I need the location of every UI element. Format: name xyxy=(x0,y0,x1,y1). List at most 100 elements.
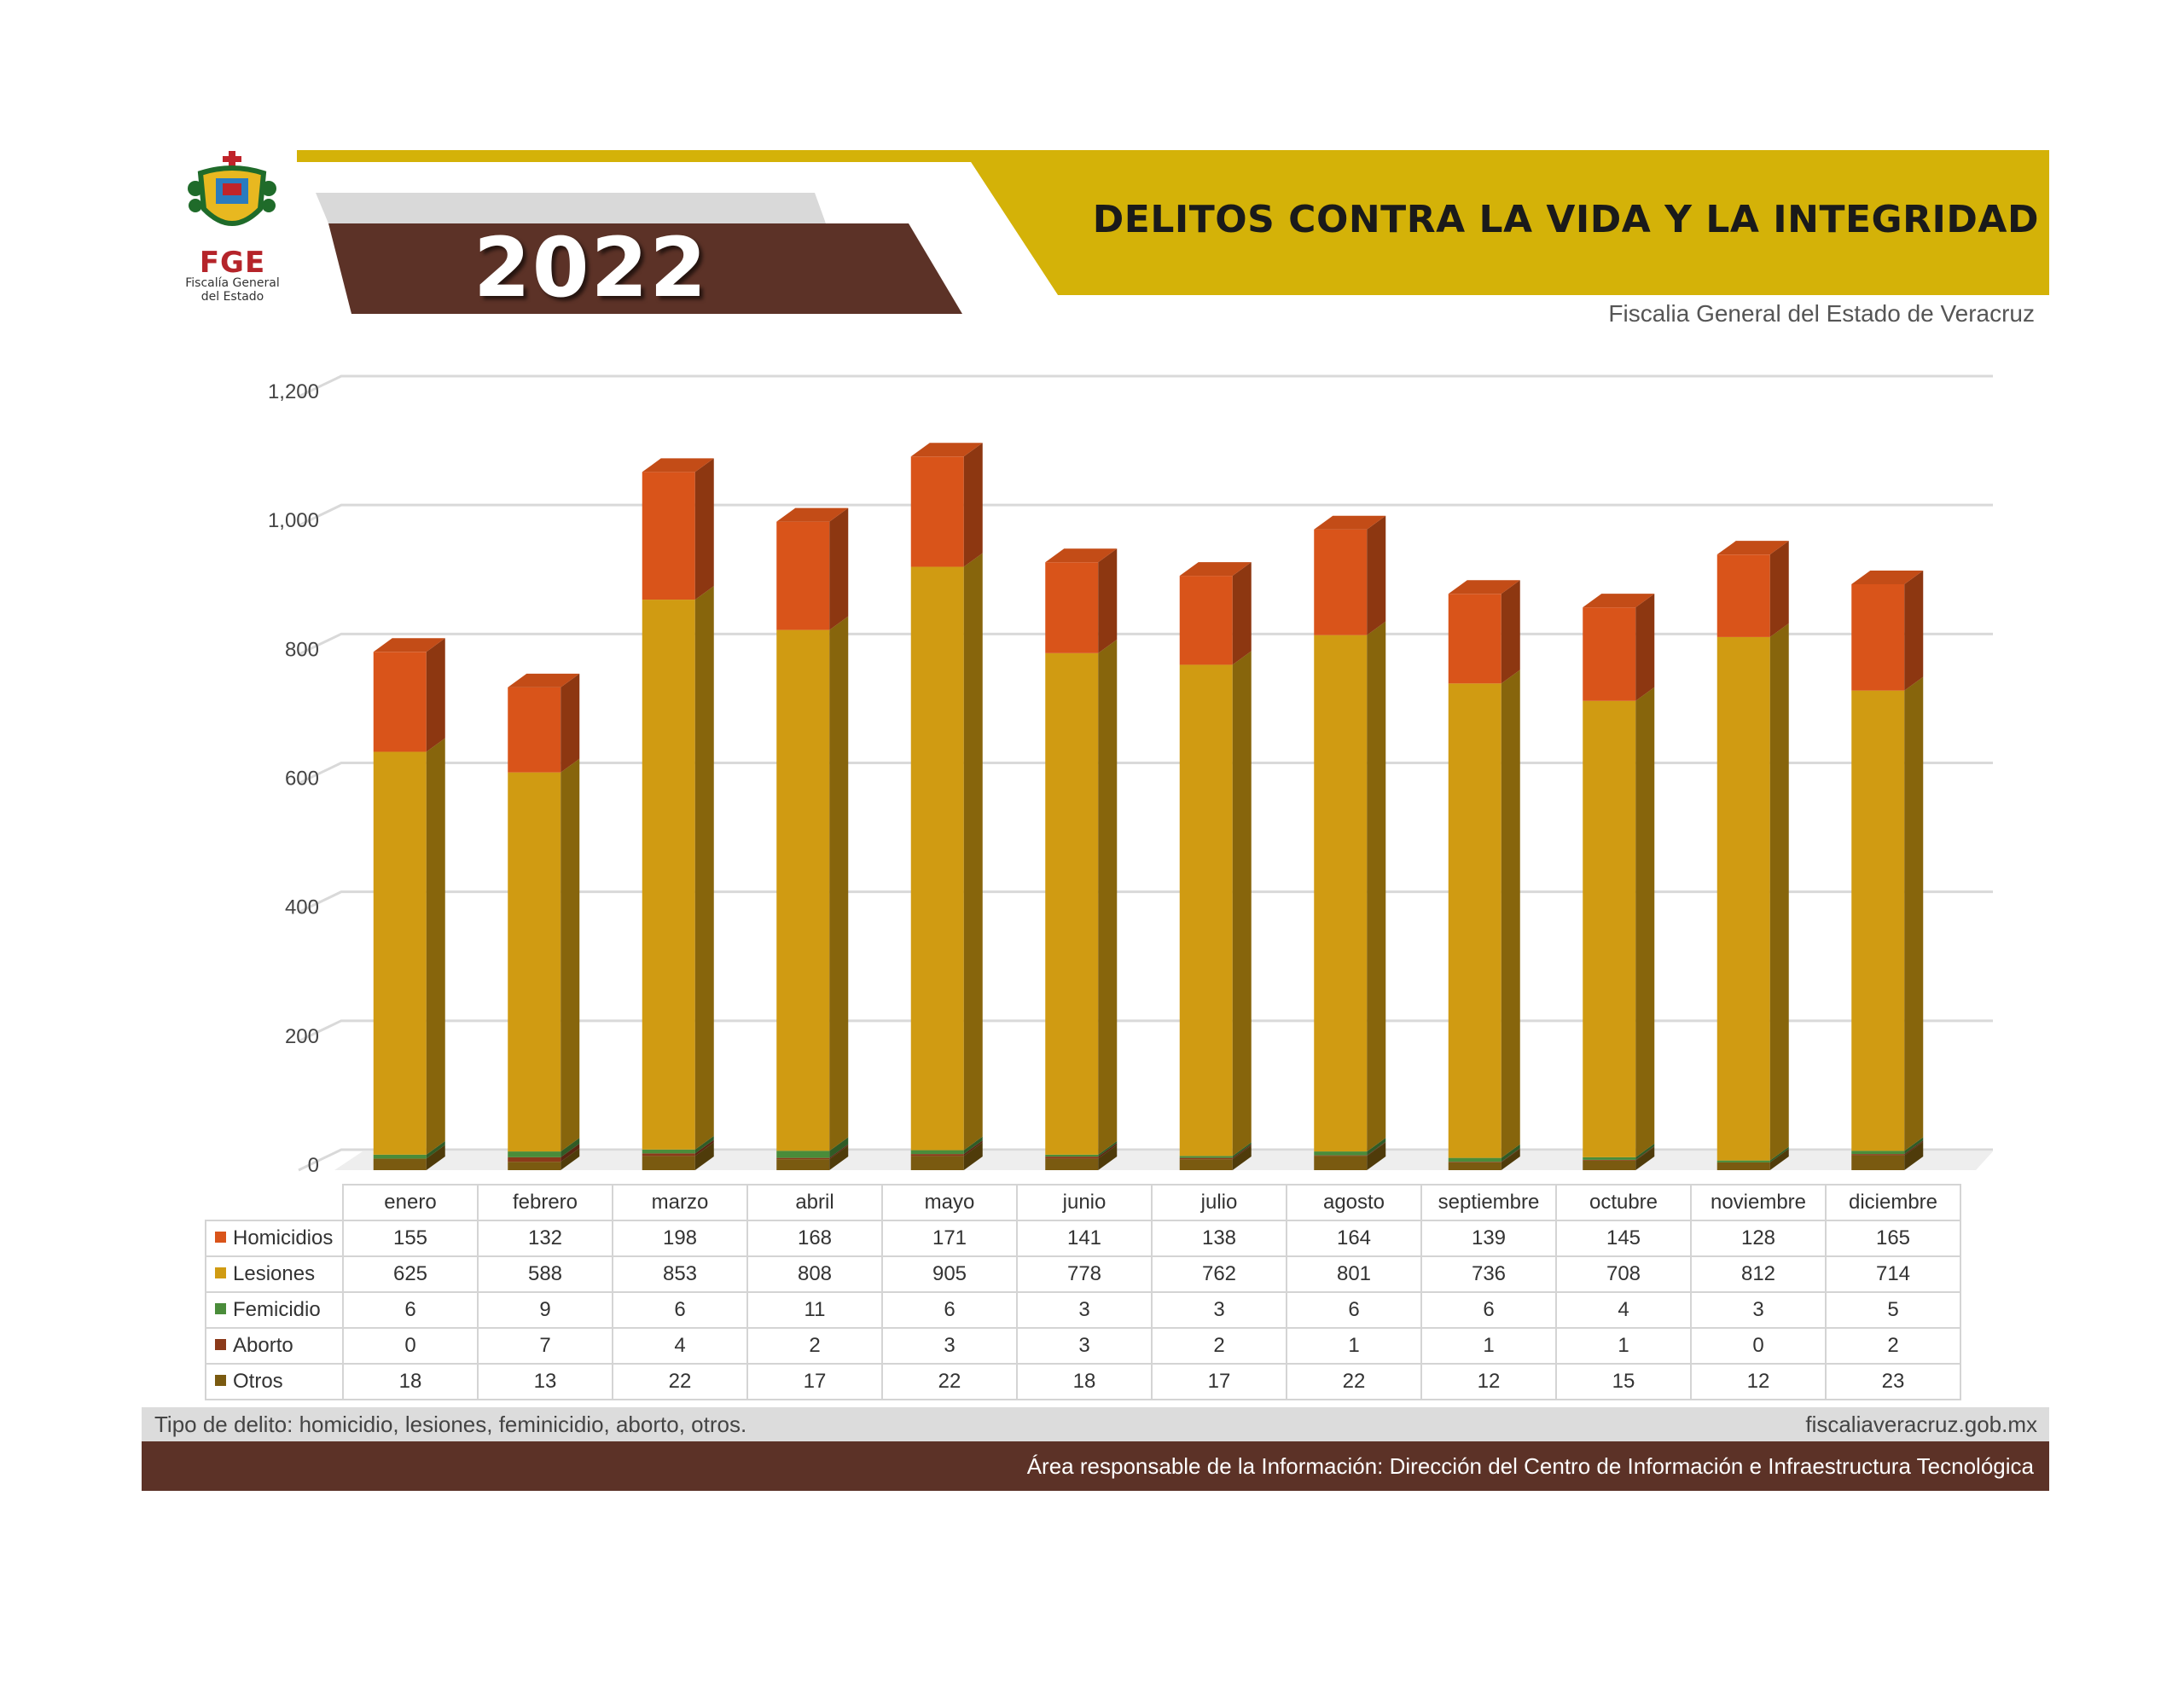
table-cell: 3 xyxy=(1690,1291,1827,1329)
table-header-row: enero febrero marzo abril mayo junio julio agos… xyxy=(206,1184,1961,1221)
bar-side-femicidio-enero xyxy=(426,1140,445,1159)
table-cell: 155 xyxy=(342,1220,479,1257)
bar-side-femicidio-febrero xyxy=(561,1138,580,1157)
bar-segment-otros-septiembre xyxy=(1448,1162,1502,1170)
bar-segment-aborto-marzo xyxy=(642,1153,695,1157)
y-tick-label: 200 xyxy=(285,1025,319,1048)
legend-swatch xyxy=(215,1339,226,1351)
table-cell: 588 xyxy=(477,1255,613,1293)
table-cell: 23 xyxy=(1825,1363,1961,1400)
bar-side-aborto-septiembre xyxy=(1501,1148,1520,1162)
bar-segment-otros-abril xyxy=(776,1159,830,1170)
table-cell: 22 xyxy=(612,1363,748,1400)
bar-side-lesiones-junio xyxy=(1098,639,1118,1155)
table-cell: 168 xyxy=(746,1220,883,1257)
bar-side-homicidios-marzo xyxy=(694,458,714,600)
table-cell: 905 xyxy=(881,1255,1018,1293)
table-cell: 128 xyxy=(1690,1220,1827,1257)
table-column-header: junio xyxy=(1016,1184,1153,1221)
logo-acronym: FGE xyxy=(199,246,266,280)
table-column-header: abril xyxy=(746,1184,883,1221)
legend-label: Homicidios xyxy=(233,1226,334,1249)
bar-side-aborto-julio xyxy=(1232,1144,1252,1160)
y-tick-label: 400 xyxy=(285,896,319,919)
bar-side-femicidio-diciembre xyxy=(1904,1137,1924,1155)
bar-segment-otros-agosto xyxy=(1314,1156,1368,1170)
table-cell: 801 xyxy=(1286,1255,1422,1293)
gold-banner xyxy=(297,150,2049,295)
bar-side-otros-diciembre xyxy=(1904,1141,1924,1170)
bar-segment-otros-junio xyxy=(1045,1158,1099,1170)
legend-swatch xyxy=(215,1375,226,1387)
table-cell: 812 xyxy=(1690,1255,1827,1293)
legend-label: Femicidio xyxy=(233,1298,321,1321)
table-cell: 17 xyxy=(1151,1363,1287,1400)
bar-side-lesiones-noviembre xyxy=(1769,623,1789,1161)
table-cell: 139 xyxy=(1420,1220,1557,1257)
bar-side-otros-septiembre xyxy=(1501,1148,1520,1170)
bar-segment-lesiones-septiembre xyxy=(1448,683,1502,1158)
bar-segment-lesiones-junio xyxy=(1045,652,1099,1155)
footer-website-link[interactable]: fiscaliaveracruz.gob.mx xyxy=(1805,1412,2037,1437)
table-cell: 171 xyxy=(881,1220,1018,1257)
table-cell: 0 xyxy=(1690,1327,1827,1365)
legend-label: Lesiones xyxy=(233,1262,316,1285)
bar-side-femicidio-mayo xyxy=(963,1136,983,1155)
bar-side-homicidios-noviembre xyxy=(1769,541,1789,637)
bar-side-lesiones-julio xyxy=(1232,651,1252,1157)
y-tick-label: 600 xyxy=(285,768,319,791)
bar-side-lesiones-enero xyxy=(426,738,445,1155)
bar-side-lesiones-octubre xyxy=(1635,687,1655,1157)
bar-side-otros-noviembre xyxy=(1769,1148,1789,1170)
table-cell: 2 xyxy=(746,1327,883,1365)
table-cell: 762 xyxy=(1151,1255,1287,1293)
bar-top-junio xyxy=(1045,548,1118,563)
bar-julio xyxy=(1179,562,1252,1170)
bar-top-diciembre xyxy=(1851,570,1924,584)
bar-side-homicidios-febrero xyxy=(561,673,580,773)
bar-side-lesiones-agosto xyxy=(1367,621,1386,1152)
table-cell: 164 xyxy=(1286,1220,1422,1257)
table-cell: 9 xyxy=(477,1291,613,1329)
table-cell: 7 xyxy=(477,1327,613,1365)
bar-marzo xyxy=(642,458,714,1170)
bar-side-homicidios-junio xyxy=(1098,548,1118,653)
footer-note: Tipo de delito: homicidio, lesiones, fem… xyxy=(154,1412,747,1437)
bar-segment-lesiones-marzo xyxy=(642,600,695,1150)
bar-side-homicidios-abril xyxy=(829,507,849,630)
table-cell: 165 xyxy=(1825,1220,1961,1257)
bar-side-lesiones-mayo xyxy=(963,553,983,1151)
footer-note-bar xyxy=(142,1407,2049,1441)
logo-subtitle-line2: del Estado xyxy=(200,290,264,304)
floor-plane xyxy=(334,1151,1993,1170)
table-column-header: diciembre xyxy=(1825,1184,1961,1221)
gridline xyxy=(298,1019,1993,1043)
gridlines xyxy=(298,374,1993,1172)
table-column-header: enero xyxy=(342,1184,479,1221)
bar-segment-homicidios-octubre xyxy=(1583,607,1636,701)
table-cell: 198 xyxy=(612,1220,748,1257)
table-cell: 6 xyxy=(1420,1291,1557,1329)
bar-segment-femicidio-noviembre xyxy=(1716,1160,1770,1162)
table-cell: 708 xyxy=(1555,1255,1692,1293)
table-column-header: noviembre xyxy=(1690,1184,1827,1221)
table-row: Homicidios 155 132 198 168 171 141 138 164 139 145… xyxy=(205,1220,1961,1257)
bar-side-aborto-diciembre xyxy=(1904,1140,1924,1156)
bar-mayo xyxy=(910,443,983,1170)
table-cell: 2 xyxy=(1151,1327,1287,1365)
legend-entry: Femicidio xyxy=(205,1291,344,1329)
bar-side-lesiones-febrero xyxy=(561,758,580,1152)
bar-segment-femicidio-julio xyxy=(1179,1156,1233,1158)
header-banner xyxy=(297,150,2049,314)
gridline xyxy=(298,762,1993,785)
bar-side-otros-octubre xyxy=(1635,1146,1655,1170)
bar-segment-otros-enero xyxy=(373,1158,427,1170)
table-column-header: marzo xyxy=(612,1184,748,1221)
bar-segment-homicidios-mayo xyxy=(910,456,964,567)
gray-stripe xyxy=(316,193,826,223)
bar-octubre xyxy=(1583,594,1655,1170)
y-axis-ticks: 0 200 400 600 800 1,000 1,200 xyxy=(268,380,319,1177)
table-cell: 6 xyxy=(1286,1291,1422,1329)
table-cell: 1 xyxy=(1420,1327,1557,1365)
bar-top-marzo xyxy=(642,458,714,472)
